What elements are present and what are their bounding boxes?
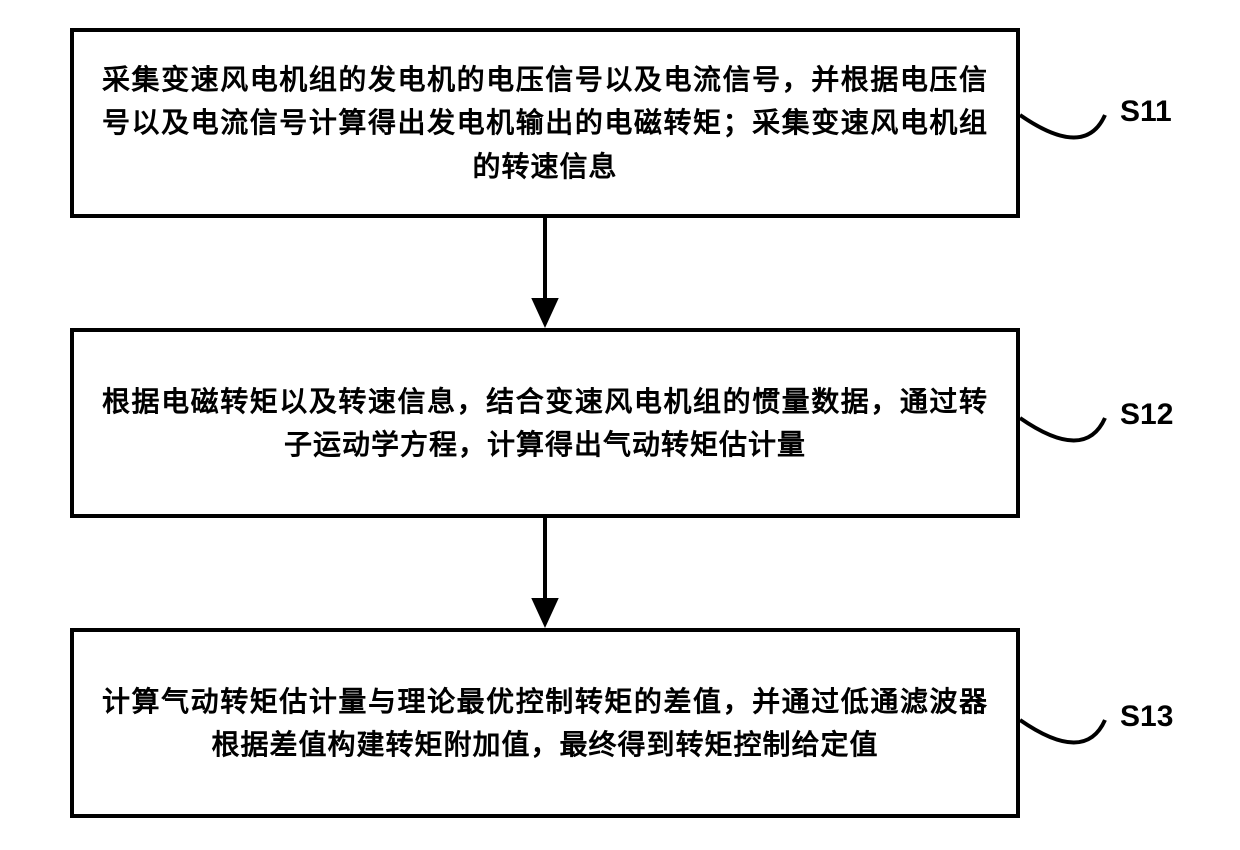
flow-node-text: 采集变速风电机组的发电机的电压信号以及电流信号，并根据电压信号以及电流信号计算得…	[102, 58, 988, 188]
flow-node-text: 根据电磁转矩以及转速信息，结合变速风电机组的惯量数据，通过转子运动学方程，计算得…	[102, 380, 988, 467]
leader-line	[1016, 716, 1109, 769]
flow-node-s12: 根据电磁转矩以及转速信息，结合变速风电机组的惯量数据，通过转子运动学方程，计算得…	[70, 328, 1020, 518]
arrow-s11-to-s12	[523, 218, 567, 328]
step-label-s11: S11	[1120, 95, 1172, 129]
arrow-s12-to-s13	[523, 518, 567, 628]
leader-line	[1016, 414, 1109, 467]
flow-node-text: 计算气动转矩估计量与理论最优控制转矩的差值，并通过低通滤波器根据差值构建转矩附加…	[102, 680, 988, 767]
leader-line	[1016, 111, 1109, 164]
flow-node-s11: 采集变速风电机组的发电机的电压信号以及电流信号，并根据电压信号以及电流信号计算得…	[70, 28, 1020, 218]
step-label-s13: S13	[1120, 700, 1173, 734]
flow-node-s13: 计算气动转矩估计量与理论最优控制转矩的差值，并通过低通滤波器根据差值构建转矩附加…	[70, 628, 1020, 818]
flowchart-canvas: 采集变速风电机组的发电机的电压信号以及电流信号，并根据电压信号以及电流信号计算得…	[0, 0, 1240, 850]
step-label-s12: S12	[1120, 398, 1173, 432]
